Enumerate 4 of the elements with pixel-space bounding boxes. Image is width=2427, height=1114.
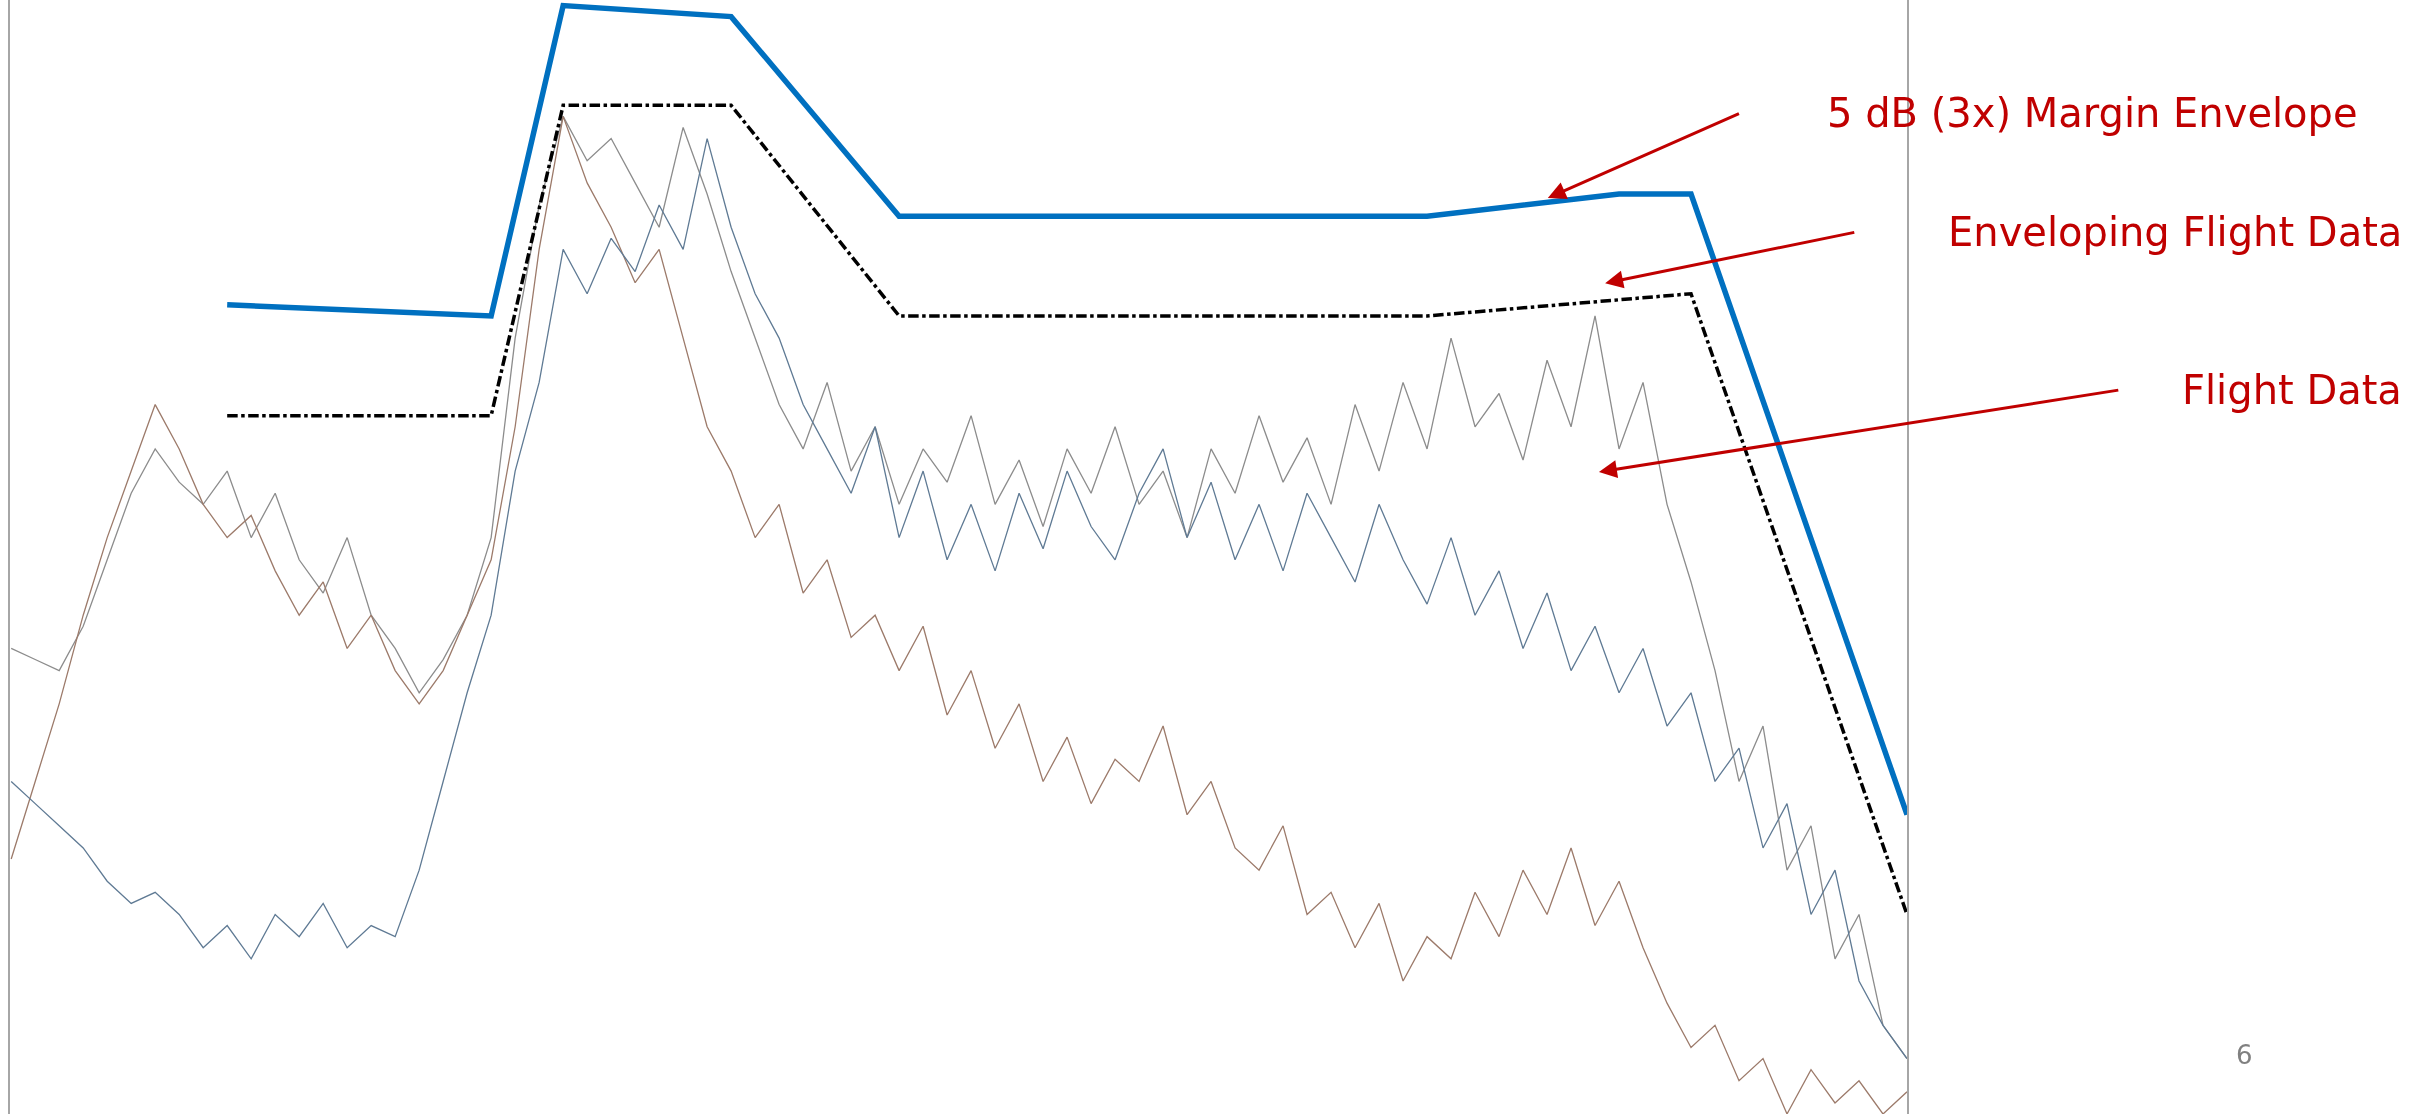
text: 6: [2236, 1040, 2253, 1070]
text: Enveloping Flight Data: [1948, 209, 2403, 255]
annotation: 5 dB (3x) Margin Envelope: [1827, 90, 2358, 136]
text: Flight Data: [2182, 367, 2402, 413]
